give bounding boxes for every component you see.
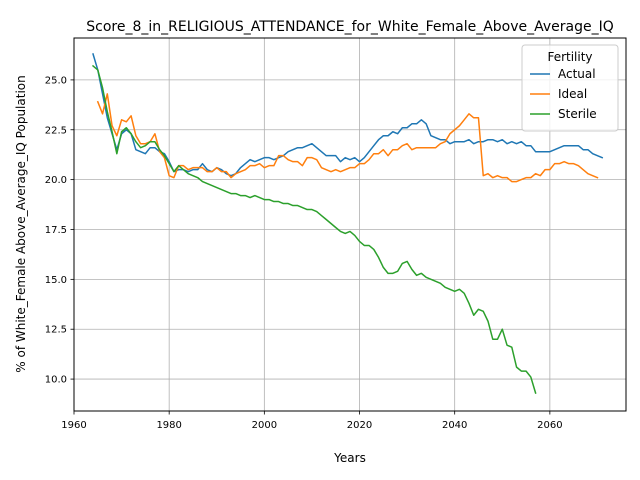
y-tick-label: 22.5	[45, 125, 67, 136]
x-tick-label: 2040	[442, 420, 467, 431]
plot-frame	[73, 37, 627, 412]
y-tick-label: 17.5	[45, 225, 67, 236]
grid-lines	[73, 38, 626, 411]
series-line-ideal	[96, 93, 599, 183]
y-tick-label: 15.0	[45, 275, 67, 286]
y-axis-ticks: 10.0 12.5 15.0 17.5 20.0 22.5 25.0	[45, 75, 74, 386]
legend-label-ideal: Ideal	[558, 87, 587, 101]
legend-label-actual: Actual	[558, 67, 596, 81]
legend-entries: Actual Ideal Sterile	[530, 67, 597, 121]
x-tick-label: 2020	[347, 420, 372, 431]
series-line-actual	[92, 53, 604, 177]
y-tick-label: 10.0	[45, 375, 67, 386]
y-tick-label: 20.0	[45, 175, 67, 186]
x-axis-ticks: 1960 1980 2000 2020 2040 2060	[61, 411, 563, 431]
series-line-sterile	[91, 64, 537, 394]
y-axis-label: % of White_Female Above_Average_IQ Popul…	[14, 75, 28, 372]
chart-title: Score_8_in_RELIGIOUS_ATTENDANCE_for_Whit…	[86, 19, 614, 35]
legend: Fertility Actual Ideal Sterile	[521, 44, 619, 132]
legend-title: Fertility	[547, 50, 592, 64]
y-tick-label: 25.0	[45, 75, 67, 86]
y-tick-label: 12.5	[45, 325, 67, 336]
legend-label-sterile: Sterile	[558, 107, 597, 121]
x-tick-label: 2000	[252, 420, 277, 431]
x-tick-label: 1960	[61, 420, 86, 431]
x-tick-label: 1980	[156, 420, 181, 431]
data-series	[91, 53, 604, 394]
x-axis-label: Years	[333, 451, 366, 465]
legend-box	[521, 44, 619, 132]
x-tick-label: 2060	[537, 420, 562, 431]
